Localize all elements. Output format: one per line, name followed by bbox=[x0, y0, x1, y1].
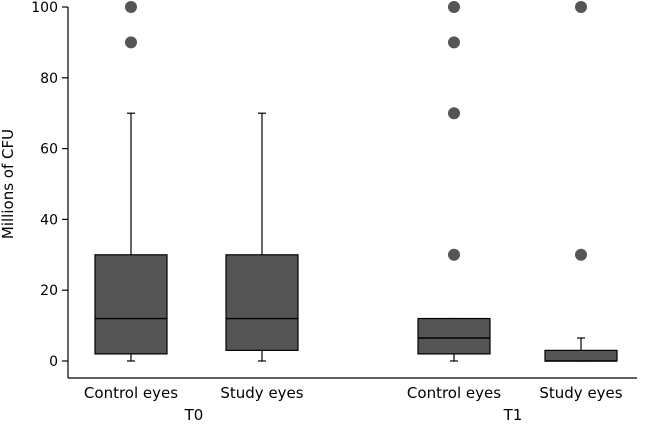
y-axis-title: Millions of CFU bbox=[0, 129, 17, 239]
x-category-label: Control eyes bbox=[84, 384, 178, 402]
y-tick-label: 100 bbox=[31, 0, 58, 16]
x-category-label: Control eyes bbox=[407, 384, 501, 402]
outlier-point bbox=[125, 36, 137, 49]
outlier-point bbox=[448, 36, 460, 49]
y-tick-label: 40 bbox=[40, 212, 58, 228]
box-iqr bbox=[225, 254, 299, 351]
y-tick-label: 60 bbox=[40, 142, 58, 158]
y-tick-label: 80 bbox=[40, 71, 58, 87]
outlier-point bbox=[575, 248, 587, 261]
x-group-label: T1 bbox=[503, 406, 523, 424]
y-tick-label: 0 bbox=[49, 354, 58, 370]
box-iqr bbox=[94, 254, 168, 355]
x-category-label: Study eyes bbox=[539, 384, 622, 402]
outlier-point bbox=[125, 1, 137, 13]
outlier-point bbox=[448, 1, 460, 13]
x-category-label: Study eyes bbox=[220, 384, 303, 402]
box-iqr bbox=[417, 317, 491, 355]
box-iqr bbox=[544, 349, 618, 362]
x-group-label: T0 bbox=[184, 406, 204, 424]
outlier-point bbox=[448, 248, 460, 261]
outlier-point bbox=[575, 1, 587, 13]
y-tick-label: 20 bbox=[40, 283, 58, 299]
outlier-point bbox=[448, 107, 460, 120]
